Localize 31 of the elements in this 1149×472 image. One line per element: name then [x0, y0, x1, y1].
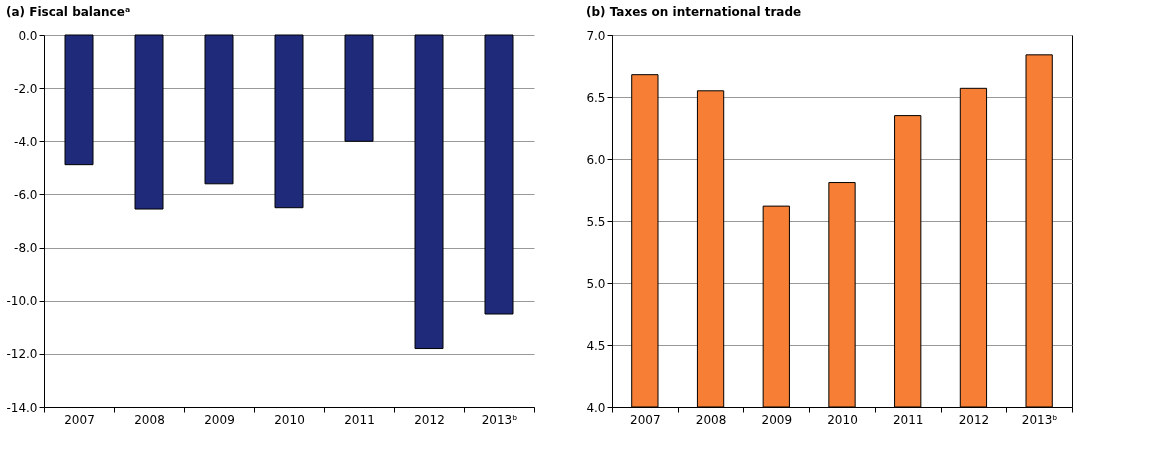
y-tick-label: 7.0	[586, 28, 606, 43]
x-tick-label: 2008	[134, 412, 165, 427]
y-tick-label: 6.0	[586, 152, 606, 167]
x-tick-label: 2010	[827, 412, 858, 427]
chart-title: (a) Fiscal balanceᵃ	[5, 5, 131, 19]
x-tick-label: 2012	[958, 412, 990, 427]
x-tick-label: 2011	[344, 412, 375, 427]
x-tick-label: 2007	[64, 412, 95, 427]
x-tick-label: 2009	[761, 412, 793, 427]
y-tick-label: -2.0	[14, 81, 38, 96]
x-tick-label: 2011	[892, 412, 924, 427]
x-tick-label: 2009	[204, 412, 235, 427]
y-tick-label: 4.5	[586, 338, 606, 353]
chart-title: (b) Taxes on international trade	[585, 5, 802, 19]
y-tick-label: -10.0	[6, 294, 38, 309]
y-tick-label: -4.0	[14, 134, 38, 149]
y-tick-label: 5.5	[586, 214, 606, 229]
x-tick-label: 2008	[695, 412, 727, 427]
y-tick-label: -14.0	[6, 400, 38, 415]
x-tick-label: 2010	[274, 412, 305, 427]
x-tick-label: 2012	[414, 412, 445, 427]
y-tick-label: -12.0	[6, 347, 38, 362]
y-tick-label: -6.0	[14, 187, 38, 202]
y-tick-label: 0.0	[18, 28, 38, 43]
y-tick-label: 4.0	[586, 400, 606, 415]
x-tick-label: 2013ᵇ	[1021, 412, 1058, 427]
y-tick-label: 6.5	[586, 90, 606, 105]
x-tick-label: 2007	[630, 412, 661, 427]
x-tick-label: 2013ᵇ	[481, 412, 518, 427]
y-tick-label: 5.0	[586, 276, 606, 291]
y-tick-label: -8.0	[14, 241, 38, 256]
